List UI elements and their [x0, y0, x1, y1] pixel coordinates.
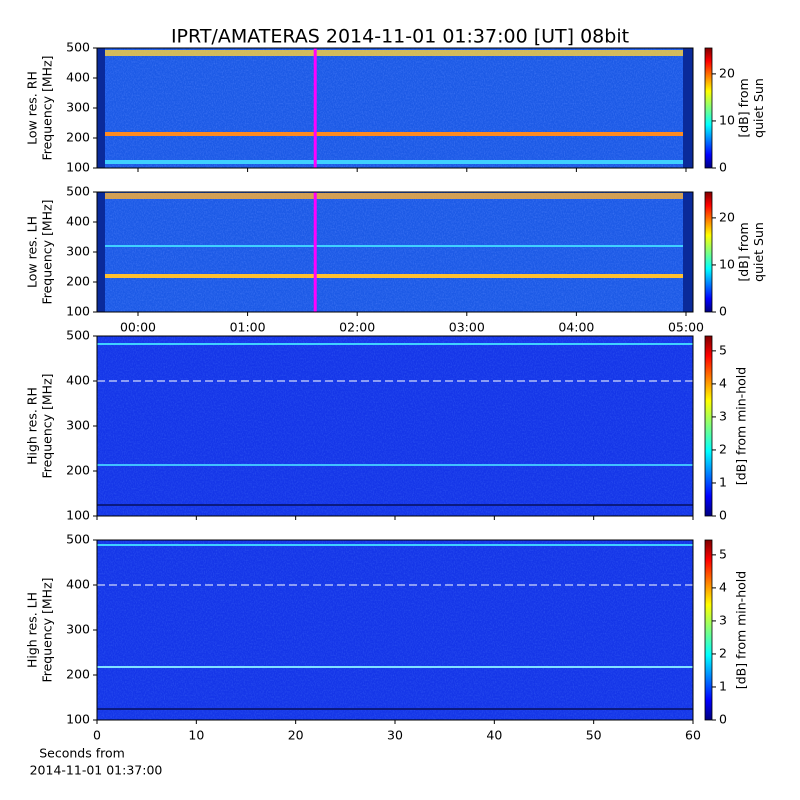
x-tick-label: 20 [288, 728, 304, 743]
x-tick-label: 02:00 [339, 320, 375, 335]
y-tick-label: 100 [66, 712, 90, 727]
colorbar-tick-label: 0 [719, 508, 727, 523]
colorbar-tick-label: 3 [719, 408, 727, 423]
y-tick-label: 500 [66, 532, 90, 547]
y-tick-label: 200 [66, 130, 90, 145]
y-axis-label: High res. RH [25, 387, 40, 465]
x-tick-label: 0 [93, 728, 101, 743]
x-tick-label: 05:00 [668, 320, 704, 335]
colorbar-tick-label: 2 [719, 441, 727, 456]
frame [96, 539, 694, 721]
x-tick-label: 50 [586, 728, 602, 743]
frame [96, 191, 694, 313]
y-axis-label: Frequency [MHz] [40, 577, 55, 682]
y-axis-label: Frequency [MHz] [40, 199, 55, 304]
x-axis-label: 2014-11-01 01:37:00 [30, 763, 163, 778]
colorbar-label: [dB] from [736, 222, 751, 281]
y-tick-label: 200 [66, 274, 90, 289]
colorbar-tick-label: 0 [719, 304, 727, 319]
x-tick-label: 03:00 [449, 320, 485, 335]
colorbar-tick-label: 20 [719, 65, 735, 80]
spectrogram-1 [97, 48, 693, 168]
colorbar-tick-label: 1 [719, 474, 727, 489]
y-tick-label: 300 [66, 418, 90, 433]
colorbar-tick-label: 20 [719, 209, 735, 224]
y-tick-label: 400 [66, 70, 90, 85]
x-tick-label: 30 [387, 728, 403, 743]
colorbar-label: [dB] from min-hold [734, 367, 749, 485]
colorbar-tick-label: 4 [719, 579, 727, 594]
spectrogram-3 [97, 336, 693, 516]
y-axis-label: Low res. LH [25, 216, 40, 288]
colorbar-label: [dB] from min-hold [734, 571, 749, 689]
x-tick-label: 10 [188, 728, 204, 743]
y-tick-label: 400 [66, 214, 90, 229]
x-tick-label: 40 [486, 728, 502, 743]
y-tick-label: 500 [66, 328, 90, 343]
y-tick-label: 300 [66, 244, 90, 259]
colorbar [704, 191, 713, 313]
spectrogram-2 [97, 192, 693, 312]
colorbar-tick-label: 5 [719, 546, 727, 561]
frame [96, 47, 694, 169]
y-axis-label: High res. LH [25, 592, 40, 668]
colorbar-tick-label: 3 [719, 612, 727, 627]
title: IPRT/AMATERAS 2014-11-01 01:37:00 [UT] 0… [171, 26, 629, 48]
y-tick-label: 300 [66, 622, 90, 637]
colorbar [704, 539, 713, 721]
y-tick-label: 200 [66, 667, 90, 682]
y-tick-label: 400 [66, 577, 90, 592]
colorbar-label: quiet Sun [751, 78, 766, 138]
frame [96, 335, 694, 517]
y-axis-label: Frequency [MHz] [40, 373, 55, 478]
x-tick-label: 01:00 [230, 320, 266, 335]
y-tick-label: 500 [66, 40, 90, 55]
y-tick-label: 300 [66, 100, 90, 115]
colorbar-tick-label: 10 [719, 112, 735, 127]
y-tick-label: 400 [66, 373, 90, 388]
colorbar-tick-label: 5 [719, 342, 727, 357]
colorbar [704, 47, 713, 169]
colorbar-tick-label: 1 [719, 678, 727, 693]
colorbar-tick-label: 0 [719, 712, 727, 727]
x-tick-label: 60 [685, 728, 701, 743]
colorbar [704, 335, 713, 517]
colorbar-label: [dB] from [736, 78, 751, 137]
y-tick-label: 500 [66, 184, 90, 199]
x-axis-label: Seconds from [39, 746, 125, 761]
y-axis-label: Frequency [MHz] [40, 55, 55, 160]
colorbar-tick-label: 10 [719, 256, 735, 271]
colorbar-tick-label: 4 [719, 375, 727, 390]
x-tick-label: 00:00 [120, 320, 156, 335]
y-axis-label: Low res. RH [25, 71, 40, 145]
y-tick-label: 200 [66, 463, 90, 478]
spectrogram-4 [97, 540, 693, 720]
colorbar-label: quiet Sun [751, 222, 766, 282]
y-tick-label: 100 [66, 304, 90, 319]
y-tick-label: 100 [66, 508, 90, 523]
y-tick-label: 100 [66, 160, 90, 175]
x-tick-label: 04:00 [558, 320, 594, 335]
colorbar-tick-label: 2 [719, 645, 727, 660]
colorbar-tick-label: 0 [719, 160, 727, 175]
